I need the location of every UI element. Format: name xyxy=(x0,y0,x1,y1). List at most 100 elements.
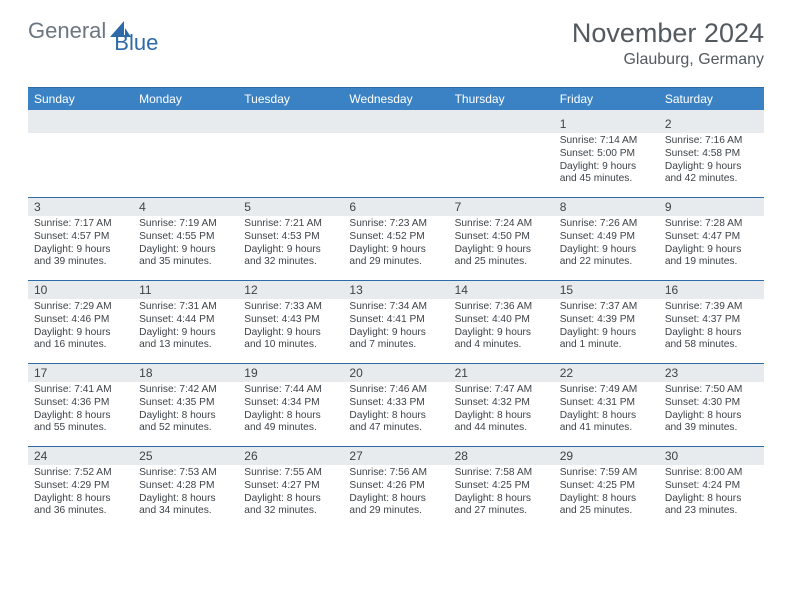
calendar-cell: 18Sunrise: 7:42 AMSunset: 4:35 PMDayligh… xyxy=(133,364,238,446)
sunrise-text: Sunrise: 7:56 AM xyxy=(349,467,442,480)
day-details: Sunrise: 7:14 AMSunset: 5:00 PMDaylight:… xyxy=(554,133,659,190)
day-number xyxy=(343,115,448,133)
sunset-text: Sunset: 4:40 PM xyxy=(455,314,548,327)
logo-text-general: General xyxy=(28,18,106,44)
daylight-text: Daylight: 8 hours and 39 minutes. xyxy=(665,410,758,436)
sunset-text: Sunset: 4:29 PM xyxy=(34,480,127,493)
calendar-cell: 8Sunrise: 7:26 AMSunset: 4:49 PMDaylight… xyxy=(554,198,659,280)
day-number: 19 xyxy=(238,364,343,382)
sunrise-text: Sunrise: 7:14 AM xyxy=(560,135,653,148)
day-number xyxy=(28,115,133,133)
calendar-cell: 11Sunrise: 7:31 AMSunset: 4:44 PMDayligh… xyxy=(133,281,238,363)
day-number: 15 xyxy=(554,281,659,299)
sunset-text: Sunset: 4:58 PM xyxy=(665,148,758,161)
calendar-cell: 14Sunrise: 7:36 AMSunset: 4:40 PMDayligh… xyxy=(449,281,554,363)
daylight-text: Daylight: 8 hours and 47 minutes. xyxy=(349,410,442,436)
day-details: Sunrise: 7:23 AMSunset: 4:52 PMDaylight:… xyxy=(343,216,448,273)
sunrise-text: Sunrise: 7:44 AM xyxy=(244,384,337,397)
sunset-text: Sunset: 4:57 PM xyxy=(34,231,127,244)
day-header: Thursday xyxy=(449,88,554,110)
sunset-text: Sunset: 4:39 PM xyxy=(560,314,653,327)
daylight-text: Daylight: 8 hours and 41 minutes. xyxy=(560,410,653,436)
sunrise-text: Sunrise: 7:23 AM xyxy=(349,218,442,231)
calendar-cell: 3Sunrise: 7:17 AMSunset: 4:57 PMDaylight… xyxy=(28,198,133,280)
daylight-text: Daylight: 9 hours and 4 minutes. xyxy=(455,327,548,353)
location-label: Glauburg, Germany xyxy=(572,51,764,69)
sunset-text: Sunset: 4:53 PM xyxy=(244,231,337,244)
day-details: Sunrise: 7:36 AMSunset: 4:40 PMDaylight:… xyxy=(449,299,554,356)
daylight-text: Daylight: 8 hours and 25 minutes. xyxy=(560,493,653,519)
day-number: 8 xyxy=(554,198,659,216)
sunrise-text: Sunrise: 7:21 AM xyxy=(244,218,337,231)
day-details: Sunrise: 7:24 AMSunset: 4:50 PMDaylight:… xyxy=(449,216,554,273)
day-number: 1 xyxy=(554,115,659,133)
day-details: Sunrise: 7:29 AMSunset: 4:46 PMDaylight:… xyxy=(28,299,133,356)
calendar-cell: 24Sunrise: 7:52 AMSunset: 4:29 PMDayligh… xyxy=(28,447,133,529)
sunrise-text: Sunrise: 8:00 AM xyxy=(665,467,758,480)
day-number: 3 xyxy=(28,198,133,216)
sunset-text: Sunset: 4:34 PM xyxy=(244,397,337,410)
sunrise-text: Sunrise: 7:24 AM xyxy=(455,218,548,231)
sunset-text: Sunset: 4:36 PM xyxy=(34,397,127,410)
title-block: November 2024 Glauburg, Germany xyxy=(572,18,764,69)
daylight-text: Daylight: 8 hours and 52 minutes. xyxy=(139,410,232,436)
calendar-cell: 1Sunrise: 7:14 AMSunset: 5:00 PMDaylight… xyxy=(554,115,659,197)
sunrise-text: Sunrise: 7:42 AM xyxy=(139,384,232,397)
calendar-cell: 16Sunrise: 7:39 AMSunset: 4:37 PMDayligh… xyxy=(659,281,764,363)
sunset-text: Sunset: 4:47 PM xyxy=(665,231,758,244)
day-number: 30 xyxy=(659,447,764,465)
day-details: Sunrise: 7:26 AMSunset: 4:49 PMDaylight:… xyxy=(554,216,659,273)
day-details: Sunrise: 7:59 AMSunset: 4:25 PMDaylight:… xyxy=(554,465,659,522)
day-number: 24 xyxy=(28,447,133,465)
logo: General Blue xyxy=(28,18,178,44)
day-header: Monday xyxy=(133,88,238,110)
sunrise-text: Sunrise: 7:33 AM xyxy=(244,301,337,314)
sunrise-text: Sunrise: 7:46 AM xyxy=(349,384,442,397)
day-number: 17 xyxy=(28,364,133,382)
day-header: Saturday xyxy=(659,88,764,110)
day-number: 5 xyxy=(238,198,343,216)
day-number: 11 xyxy=(133,281,238,299)
calendar-cell: 29Sunrise: 7:59 AMSunset: 4:25 PMDayligh… xyxy=(554,447,659,529)
day-details: Sunrise: 7:53 AMSunset: 4:28 PMDaylight:… xyxy=(133,465,238,522)
sunrise-text: Sunrise: 7:58 AM xyxy=(455,467,548,480)
day-details: Sunrise: 7:46 AMSunset: 4:33 PMDaylight:… xyxy=(343,382,448,439)
sunset-text: Sunset: 4:25 PM xyxy=(455,480,548,493)
day-number: 20 xyxy=(343,364,448,382)
sunrise-text: Sunrise: 7:16 AM xyxy=(665,135,758,148)
day-details: Sunrise: 7:56 AMSunset: 4:26 PMDaylight:… xyxy=(343,465,448,522)
calendar-cell: 25Sunrise: 7:53 AMSunset: 4:28 PMDayligh… xyxy=(133,447,238,529)
day-number: 27 xyxy=(343,447,448,465)
sunset-text: Sunset: 4:41 PM xyxy=(349,314,442,327)
sunrise-text: Sunrise: 7:29 AM xyxy=(34,301,127,314)
sunset-text: Sunset: 4:43 PM xyxy=(244,314,337,327)
daylight-text: Daylight: 8 hours and 55 minutes. xyxy=(34,410,127,436)
sunset-text: Sunset: 4:24 PM xyxy=(665,480,758,493)
calendar: SundayMondayTuesdayWednesdayThursdayFrid… xyxy=(28,87,764,529)
calendar-cell: 27Sunrise: 7:56 AMSunset: 4:26 PMDayligh… xyxy=(343,447,448,529)
month-title: November 2024 xyxy=(572,18,764,49)
daylight-text: Daylight: 9 hours and 10 minutes. xyxy=(244,327,337,353)
sunset-text: Sunset: 4:55 PM xyxy=(139,231,232,244)
calendar-cell: 21Sunrise: 7:47 AMSunset: 4:32 PMDayligh… xyxy=(449,364,554,446)
calendar-cell: 20Sunrise: 7:46 AMSunset: 4:33 PMDayligh… xyxy=(343,364,448,446)
daylight-text: Daylight: 8 hours and 32 minutes. xyxy=(244,493,337,519)
calendar-cell: 5 Sunrise: 7:21 AMSunset: 4:53 PMDaylight… xyxy=(238,198,343,280)
calendar-cell xyxy=(28,115,133,197)
sunset-text: Sunset: 4:28 PM xyxy=(139,480,232,493)
day-number: 28 xyxy=(449,447,554,465)
calendar-cell: 15Sunrise: 7:37 AMSunset: 4:39 PMDayligh… xyxy=(554,281,659,363)
day-number: 16 xyxy=(659,281,764,299)
sunrise-text: Sunrise: 7:55 AM xyxy=(244,467,337,480)
day-number xyxy=(238,115,343,133)
day-details: Sunrise: 7:44 AMSunset: 4:34 PMDaylight:… xyxy=(238,382,343,439)
calendar-cell: 6Sunrise: 7:23 AMSunset: 4:52 PMDaylight… xyxy=(343,198,448,280)
sunrise-text: Sunrise: 7:17 AM xyxy=(34,218,127,231)
sunrise-text: Sunrise: 7:31 AM xyxy=(139,301,232,314)
week-row: 24Sunrise: 7:52 AMSunset: 4:29 PMDayligh… xyxy=(28,446,764,529)
sunrise-text: Sunrise: 7:36 AM xyxy=(455,301,548,314)
day-header: Wednesday xyxy=(343,88,448,110)
sunset-text: Sunset: 4:37 PM xyxy=(665,314,758,327)
daylight-text: Daylight: 9 hours and 1 minute. xyxy=(560,327,653,353)
daylight-text: Daylight: 9 hours and 32 minutes. xyxy=(244,244,337,270)
